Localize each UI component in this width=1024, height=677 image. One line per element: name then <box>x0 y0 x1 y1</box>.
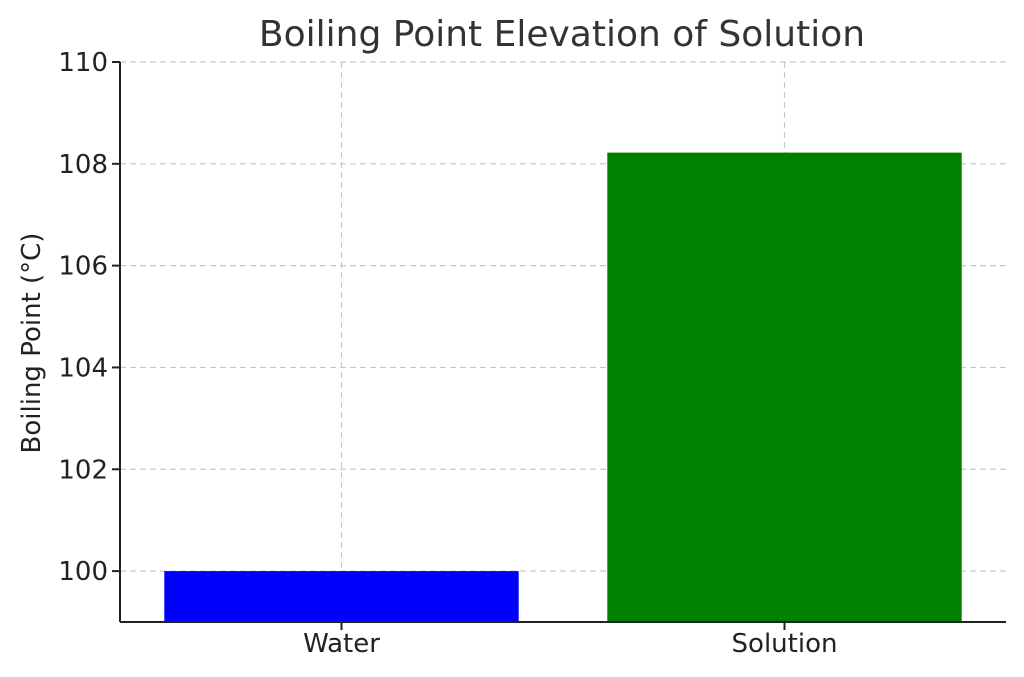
chart-title: Boiling Point Elevation of Solution <box>259 14 865 55</box>
y-tick-label: 100 <box>58 557 108 587</box>
y-tick-label: 102 <box>58 455 108 485</box>
axis-layer <box>112 61 1006 630</box>
y-tick-label: 106 <box>58 252 108 282</box>
y-axis-label: Boiling Point (°C) <box>17 233 47 454</box>
bar-solution <box>607 152 962 623</box>
bar-water <box>164 571 519 622</box>
x-tick-label: Solution <box>732 629 838 659</box>
y-tick-label: 108 <box>58 150 108 180</box>
y-tick-label: 110 <box>58 48 108 78</box>
x-tick-label: Water <box>303 629 380 659</box>
bar-layer <box>164 152 962 623</box>
label-layer: 100 102 104 106 108 110 Water Solution <box>58 48 837 659</box>
y-tick-label: 104 <box>58 353 108 383</box>
